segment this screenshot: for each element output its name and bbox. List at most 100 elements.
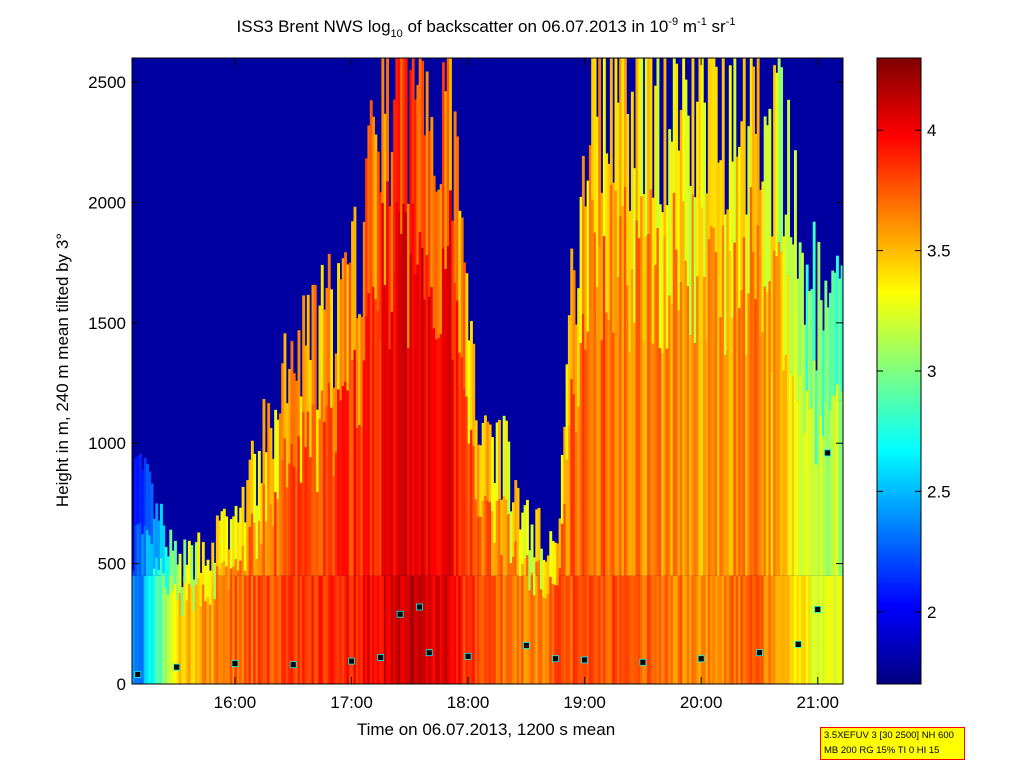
backscatter-cell	[411, 203, 415, 576]
backscatter-cell	[327, 382, 331, 576]
backscatter-cell	[435, 339, 438, 576]
backscatter-cell	[537, 507, 541, 561]
backscatter-cell	[472, 445, 476, 576]
backscatter-cell	[628, 352, 632, 576]
backscatter-cell	[248, 459, 252, 527]
backscatter-cell	[472, 575, 476, 684]
backscatter-cell	[493, 575, 497, 684]
mixing-layer-point	[425, 649, 433, 657]
backscatter-cell	[609, 58, 613, 186]
backscatter-cell	[658, 348, 662, 576]
backscatter-cell	[449, 58, 452, 191]
backscatter-cell	[808, 408, 811, 576]
backscatter-cell	[267, 575, 271, 684]
backscatter-cell	[484, 415, 487, 496]
backscatter-cell	[728, 65, 732, 251]
backscatter-cell	[167, 556, 170, 595]
backscatter-cell	[668, 575, 672, 684]
backscatter-cell	[812, 575, 816, 684]
backscatter-cell	[754, 299, 758, 576]
backscatter-cell	[239, 560, 243, 576]
backscatter-cell	[609, 575, 613, 684]
backscatter-cell	[185, 564, 189, 601]
backscatter-cell	[278, 494, 282, 576]
backscatter-cell	[316, 492, 320, 576]
backscatter-cell	[246, 541, 250, 576]
backscatter-cell	[563, 575, 567, 684]
backscatter-cell	[453, 575, 457, 684]
backscatter-cell	[542, 559, 546, 598]
backscatter-cell	[696, 575, 699, 684]
colorbar-tick-label: 3.5	[927, 242, 951, 261]
backscatter-cell	[815, 370, 818, 465]
backscatter-cell	[400, 234, 403, 576]
backscatter-cell	[714, 575, 718, 684]
backscatter-cell	[456, 575, 459, 684]
backscatter-cell	[600, 575, 604, 684]
backscatter-cell	[178, 575, 182, 684]
backscatter-cell	[605, 312, 609, 576]
backscatter-cell	[707, 58, 711, 240]
backscatter-cell	[204, 565, 208, 602]
backscatter-cell	[840, 265, 843, 391]
backscatter-cell	[574, 575, 578, 684]
backscatter-cell	[388, 206, 392, 350]
backscatter-cell	[710, 58, 713, 227]
backscatter-cell	[752, 575, 755, 684]
backscatter-cell	[591, 58, 595, 201]
backscatter-cell	[171, 550, 175, 591]
backscatter-cell	[595, 116, 599, 287]
backscatter-cell	[640, 58, 644, 197]
backscatter-cell	[183, 575, 187, 684]
backscatter-cell	[199, 575, 203, 684]
backscatter-cell	[225, 516, 229, 567]
backscatter-cell	[780, 67, 783, 253]
backscatter-cell	[763, 575, 767, 684]
backscatter-cell	[264, 452, 268, 522]
backscatter-cell	[201, 575, 205, 684]
backscatter-cell	[567, 425, 571, 576]
backscatter-cell	[644, 58, 648, 237]
backscatter-cell	[246, 575, 250, 684]
backscatter-cell	[840, 575, 843, 684]
backscatter-cell	[698, 58, 702, 189]
backscatter-cell	[409, 575, 413, 684]
backscatter-cell	[432, 575, 436, 684]
backscatter-cell	[598, 58, 602, 247]
backscatter-cell	[383, 284, 387, 576]
backscatter-cell	[383, 113, 387, 285]
backscatter-cell	[348, 262, 352, 390]
backscatter-cell	[290, 341, 294, 444]
backscatter-cell	[514, 541, 518, 576]
backscatter-cell	[353, 206, 357, 350]
backscatter-cell	[600, 192, 604, 341]
backscatter-cell	[376, 311, 380, 576]
backscatter-cell	[530, 575, 534, 684]
backscatter-cell	[136, 456, 140, 525]
backscatter-cell	[637, 58, 641, 239]
backscatter-cell	[789, 237, 793, 372]
backscatter-cell	[528, 575, 532, 684]
backscatter-cell	[299, 482, 303, 576]
backscatter-cell	[225, 566, 229, 576]
backscatter-cell	[390, 311, 394, 576]
backscatter-cell	[409, 69, 413, 255]
backscatter-cell	[498, 419, 501, 500]
backscatter-cell	[530, 524, 534, 573]
mixing-layer-point	[289, 661, 297, 669]
backscatter-cell	[581, 575, 585, 684]
y-tick-label: 500	[98, 555, 126, 574]
backscatter-cell	[460, 575, 464, 684]
backscatter-cell	[658, 575, 662, 684]
backscatter-cell	[150, 543, 154, 576]
backscatter-cell	[607, 575, 611, 684]
backscatter-cell	[756, 575, 760, 684]
backscatter-cell	[283, 438, 287, 576]
backscatter-cell	[754, 575, 758, 684]
backscatter-cell	[789, 575, 793, 684]
backscatter-cell	[451, 359, 455, 576]
backscatter-cell	[567, 575, 571, 684]
backscatter-cell	[460, 357, 464, 576]
backscatter-cell	[246, 480, 250, 542]
backscatter-cell	[656, 228, 660, 576]
